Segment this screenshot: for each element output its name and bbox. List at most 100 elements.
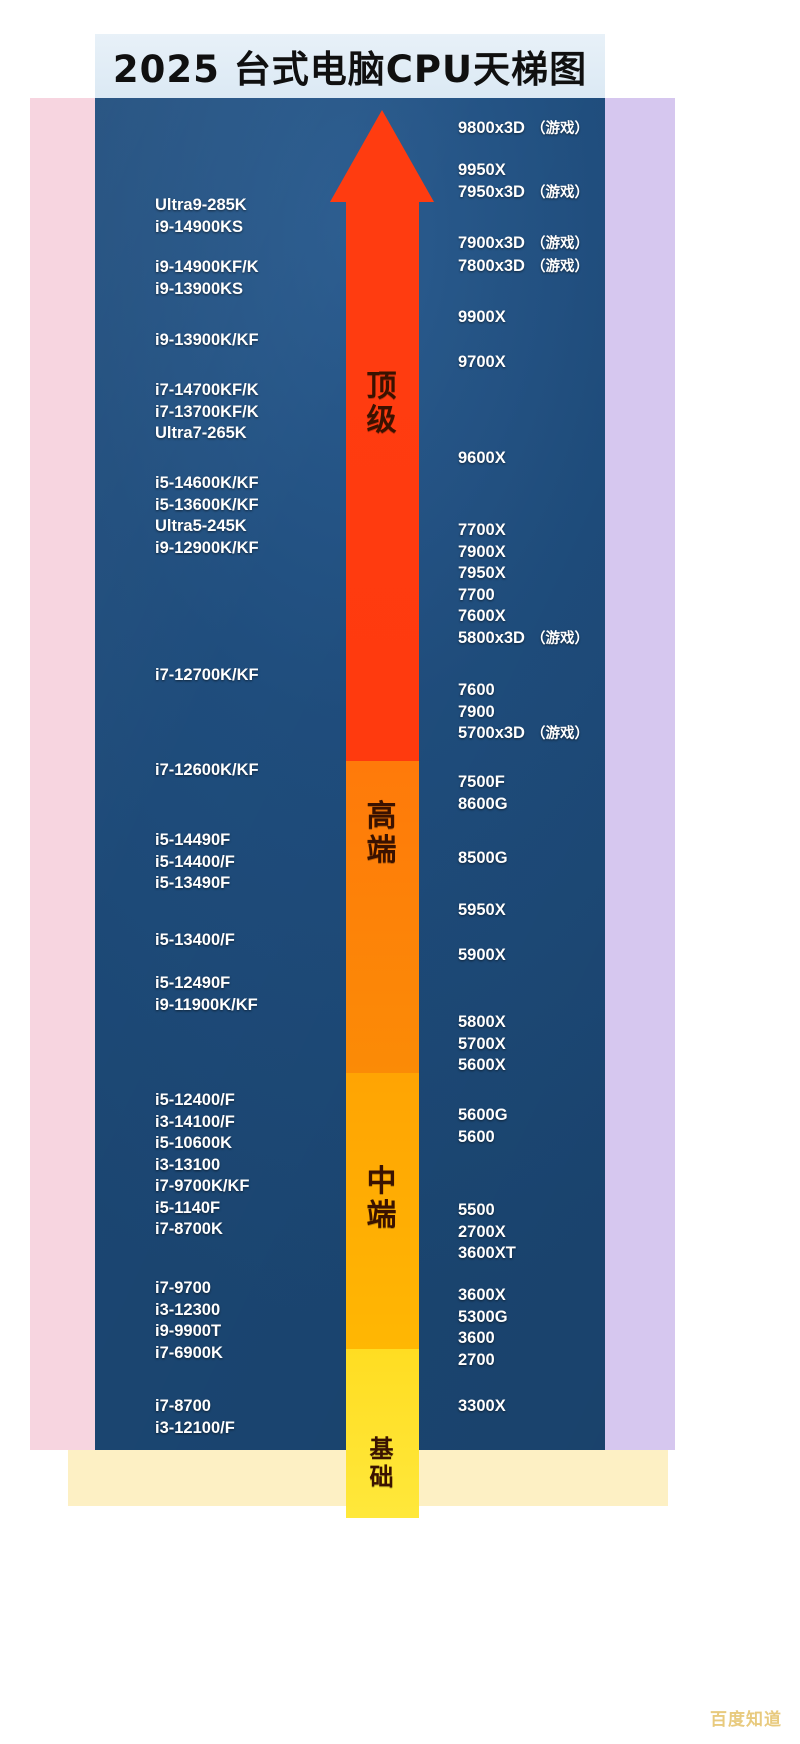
amd-cpu-group: 5500 2700X 3600XT xyxy=(458,1200,516,1265)
intel-cpu-group: Ultra9-285K i9-14900KS xyxy=(155,195,247,238)
cpu-model-label: 5950X xyxy=(458,901,506,919)
cpu-name: i7-12600K/KF xyxy=(155,761,259,779)
cpu-name: 2700 xyxy=(458,1350,508,1372)
tier-segment-top xyxy=(346,296,419,761)
cpu-name: 5500 xyxy=(458,1200,516,1222)
cpu-name: 3600X xyxy=(458,1285,508,1307)
cpu-name: i5-14600K/KF xyxy=(155,474,259,492)
cpu-model-label: 5300G xyxy=(458,1307,508,1326)
cpu-name: 9700X xyxy=(458,352,506,374)
cpu-name: 9800x3D （游戏） xyxy=(458,118,589,141)
cpu-name: i5-14490F xyxy=(155,831,231,849)
gaming-tag: （游戏） xyxy=(530,236,589,252)
cpu-name: 7900x3D （游戏） xyxy=(458,233,589,256)
cpu-name: 7700X xyxy=(458,520,589,542)
cpu-name: 3300X xyxy=(458,1396,506,1418)
cpu-name: i3-12100/F xyxy=(155,1418,235,1437)
cpu-model-label: 7600 xyxy=(458,681,495,699)
cpu-model-label: 9600X xyxy=(458,449,506,467)
cpu-model-label: 8600G xyxy=(458,794,508,813)
cpu-name: 7600X xyxy=(458,606,589,628)
intel-cpu-group: i5-14490F i5-14400/F i5-13490F xyxy=(155,830,235,895)
amd-cpu-group: 9600X xyxy=(458,448,506,470)
intel-cpu-group: i5-12400/F i3-14100/F i5-10600K i3-13100 i7-… xyxy=(155,1090,249,1241)
intel-cpu-group: i7-8700 i3-12100/F xyxy=(155,1396,235,1439)
cpu-name: i9-12900K/KF xyxy=(155,538,259,557)
cpu-model-label: 3600X xyxy=(458,1286,506,1304)
cpu-model-label: 5600G xyxy=(458,1106,508,1124)
amd-cpu-group: 3300X xyxy=(458,1396,506,1418)
cpu-model-label: 9900X xyxy=(458,308,506,326)
cpu-model-label: 5500 xyxy=(458,1201,495,1219)
cpu-name: i7-12700K/KF xyxy=(155,666,259,684)
cpu-name: 7600 xyxy=(458,680,589,702)
tier-label-high: 高端 xyxy=(366,799,398,868)
gaming-tag: （游戏） xyxy=(530,184,589,201)
cpu-name: i9-9900T xyxy=(155,1322,222,1340)
cpu-model-label: 5700X xyxy=(458,1034,506,1053)
cpu-model-label: 3600 xyxy=(458,1329,495,1347)
intel-cpu-group: i5-14600K/KF i5-13600K/KF Ultra5-245K i9-12… xyxy=(155,473,259,559)
watermark: 百度知道 xyxy=(710,1710,782,1730)
cpu-model-label: 9700X xyxy=(458,353,506,371)
cpu-name: 7700 xyxy=(458,585,589,607)
decorative-panel-right xyxy=(605,98,675,1450)
cpu-name: 9600X xyxy=(458,448,506,470)
cpu-model-label: 7900 xyxy=(458,702,495,721)
cpu-name: i9-11900K/KF xyxy=(155,995,258,1014)
cpu-name: 7950x3D （游戏） xyxy=(458,182,589,205)
cpu-name: i5-1140F xyxy=(155,1198,221,1217)
cpu-name: 5600 xyxy=(458,1127,508,1149)
cpu-model-label: 9950X xyxy=(458,161,506,179)
cpu-name: Ultra5-245K xyxy=(155,517,247,535)
gaming-tag: （游戏） xyxy=(530,258,589,275)
intel-cpu-group: i7-9700 i3-12300 i9-9900T i7-6900K xyxy=(155,1278,223,1364)
cpu-name: i3-13100 xyxy=(155,1155,221,1174)
performance-ladder-arrow: 顶级 高端 中端 基础 xyxy=(330,100,435,1518)
cpu-name: i7-8700K xyxy=(155,1220,223,1238)
cpu-model-label: 7700X xyxy=(458,521,506,539)
cpu-model-label: 5600X xyxy=(458,1056,506,1074)
cpu-name: 5600G xyxy=(458,1105,508,1127)
cpu-name: i7-8700 xyxy=(155,1397,211,1415)
gaming-tag: （游戏） xyxy=(530,630,589,647)
cpu-name: i9-13900KS xyxy=(155,279,244,298)
amd-cpu-group: 5900X xyxy=(458,945,506,967)
amd-cpu-group: 3600X 5300G 3600 2700 xyxy=(458,1285,508,1371)
cpu-name: 7950X xyxy=(458,563,589,585)
intel-cpu-group: i9-13900K/KF xyxy=(155,330,259,352)
cpu-name: 5950X xyxy=(458,900,506,922)
amd-cpu-group: 7700X 7900X 7950X 7700 7600X 5800x3D （游戏） xyxy=(458,520,589,650)
cpu-name: i5-13600K/KF xyxy=(155,495,259,514)
amd-cpu-group: 9800x3D （游戏） xyxy=(458,118,589,141)
tier-label-base: 基础 xyxy=(369,1435,395,1491)
cpu-name: i9-14900KS xyxy=(155,217,244,236)
amd-cpu-group: 8500G xyxy=(458,848,508,870)
cpu-model-label: 7900x3D xyxy=(458,234,525,252)
cpu-model-label: 5600 xyxy=(458,1127,495,1146)
cpu-model-label: 5700x3D xyxy=(458,724,525,742)
cpu-name: i7-14700KF/K xyxy=(155,381,259,399)
amd-cpu-group: 9700X xyxy=(458,352,506,374)
cpu-name: 9950X xyxy=(458,160,589,182)
amd-cpu-group: 7900x3D （游戏） 7800x3D （游戏） xyxy=(458,233,589,278)
cpu-model-label: 3600XT xyxy=(458,1244,516,1262)
cpu-name: Ultra7-265K xyxy=(155,424,247,442)
cpu-name: i5-13400/F xyxy=(155,931,235,949)
amd-cpu-group: 7500F 8600G xyxy=(458,772,508,815)
cpu-model-label: 7950X xyxy=(458,564,506,582)
cpu-name: 7900X xyxy=(458,542,589,564)
arrow-shoulder-block xyxy=(346,200,419,300)
cpu-name: 9900X xyxy=(458,307,506,329)
cpu-model-label: 7900X xyxy=(458,542,506,561)
cpu-name: 7800x3D （游戏） xyxy=(458,256,589,279)
cpu-model-label: 2700X xyxy=(458,1222,506,1241)
cpu-name: i9-14900KF/K xyxy=(155,258,259,276)
intel-cpu-group: i7-14700KF/K i7-13700KF/K Ultra7-265K xyxy=(155,380,259,445)
intel-cpu-group: i5-13400/F xyxy=(155,930,235,952)
cpu-model-label: 7600X xyxy=(458,607,506,625)
cpu-model-label: 7950x3D xyxy=(458,182,525,201)
cpu-name: i5-14400/F xyxy=(155,852,235,871)
cpu-name: 7900 xyxy=(458,702,589,724)
cpu-model-label: 3300X xyxy=(458,1397,506,1415)
